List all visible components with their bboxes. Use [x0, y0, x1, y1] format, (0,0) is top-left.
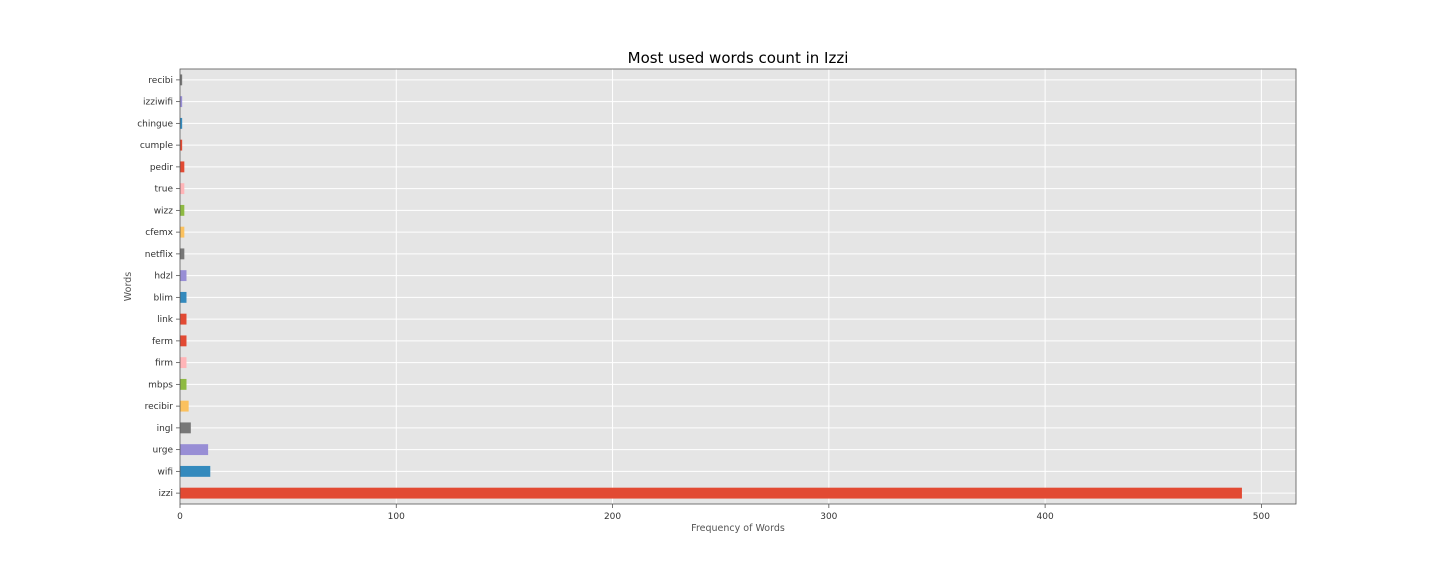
y-tick-label: true [155, 185, 174, 195]
bar-recibi [180, 74, 183, 86]
bar-true [180, 183, 185, 195]
bar-izziwifi [180, 96, 183, 108]
bar-link [180, 313, 187, 325]
y-tick-label: recibi [148, 76, 173, 86]
x-axis-label: Frequency of Words [691, 523, 785, 534]
grid-lines [179, 69, 1296, 504]
x-tick-label: 400 [1037, 512, 1054, 522]
y-tick-label: ingl [157, 424, 173, 434]
x-tick-label: 300 [820, 512, 837, 522]
x-tick-label: 100 [388, 512, 405, 522]
bar-cumple [180, 139, 183, 151]
bar-wifi [180, 465, 211, 477]
y-tick-label: chingue [137, 119, 173, 129]
y-tick-label: link [157, 315, 174, 325]
bars [180, 74, 1242, 499]
y-tick-label: cumple [140, 141, 174, 151]
y-axis-ticks: izziwifiurgeinglrecibirmbpsfirmfermlinkb… [137, 76, 180, 499]
y-tick-label: izzi [159, 489, 173, 499]
x-tick-label: 200 [604, 512, 621, 522]
plot-area [180, 69, 1296, 504]
y-tick-label: netflix [145, 250, 174, 260]
y-tick-label: urge [153, 446, 174, 456]
y-tick-label: recibir [145, 402, 174, 412]
y-tick-label: ferm [152, 337, 173, 347]
bar-pedir [180, 161, 185, 173]
bar-wizz [180, 204, 185, 216]
y-tick-label: blim [154, 293, 173, 303]
bar-izzi [180, 487, 1242, 499]
bar-blim [180, 291, 187, 303]
bar-ferm [180, 335, 187, 347]
bar-cfemx [180, 226, 185, 238]
bar-hdzl [180, 270, 187, 282]
bar-ingl [180, 422, 191, 434]
bar-chingue [180, 117, 183, 129]
y-tick-label: wifi [157, 467, 173, 477]
y-tick-label: izziwifi [143, 98, 173, 108]
bar-urge [180, 444, 209, 456]
x-tick-label: 500 [1253, 512, 1270, 522]
x-tick-label: 0 [177, 512, 183, 522]
bar-recibir [180, 400, 189, 412]
bar-firm [180, 357, 187, 369]
y-tick-label: hdzl [154, 272, 173, 282]
chart-title: Most used words count in Izzi [628, 49, 849, 67]
bar-netflix [180, 248, 185, 260]
y-tick-label: pedir [150, 163, 173, 173]
y-tick-label: mbps [148, 380, 173, 390]
y-tick-label: cfemx [145, 228, 173, 238]
y-tick-label: firm [155, 359, 173, 369]
plot-frame [179, 68, 1297, 505]
y-tick-label: wizz [154, 206, 174, 216]
bar-mbps [180, 378, 187, 390]
x-axis-ticks: 0 100 200 300 400 500 [177, 504, 1270, 522]
y-axis-label: Words [123, 272, 134, 301]
